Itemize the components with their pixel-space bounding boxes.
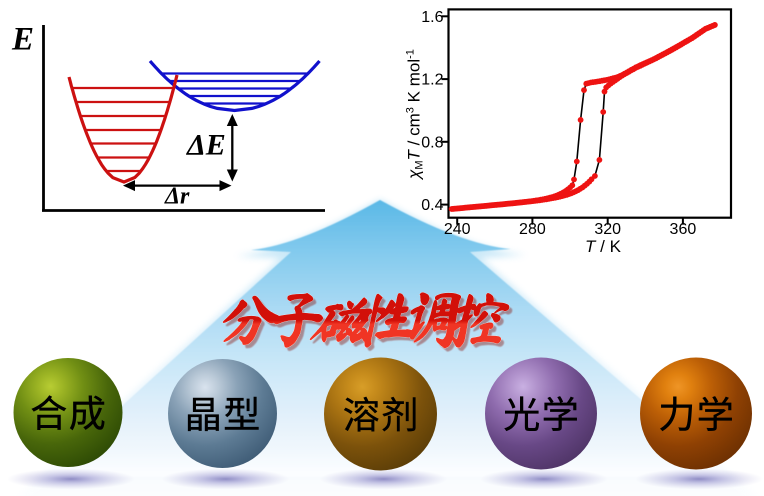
svg-text:240: 240: [444, 221, 471, 238]
svg-text:E: E: [11, 22, 34, 58]
svg-text:280: 280: [519, 221, 546, 238]
svg-text:χMT / cm3 K mol-1: χMT / cm3 K mol-1: [405, 49, 426, 181]
svg-text:360: 360: [670, 221, 697, 238]
svg-text:1.2: 1.2: [421, 72, 443, 89]
svg-text:ΔE: ΔE: [186, 129, 226, 162]
svg-text:320: 320: [594, 221, 621, 238]
svg-text:Δr: Δr: [164, 184, 190, 210]
svg-text:0.4: 0.4: [421, 197, 443, 214]
svg-text:0.8: 0.8: [421, 134, 443, 151]
svg-text:1.6: 1.6: [421, 9, 443, 26]
svg-text:T / K: T / K: [585, 237, 622, 256]
